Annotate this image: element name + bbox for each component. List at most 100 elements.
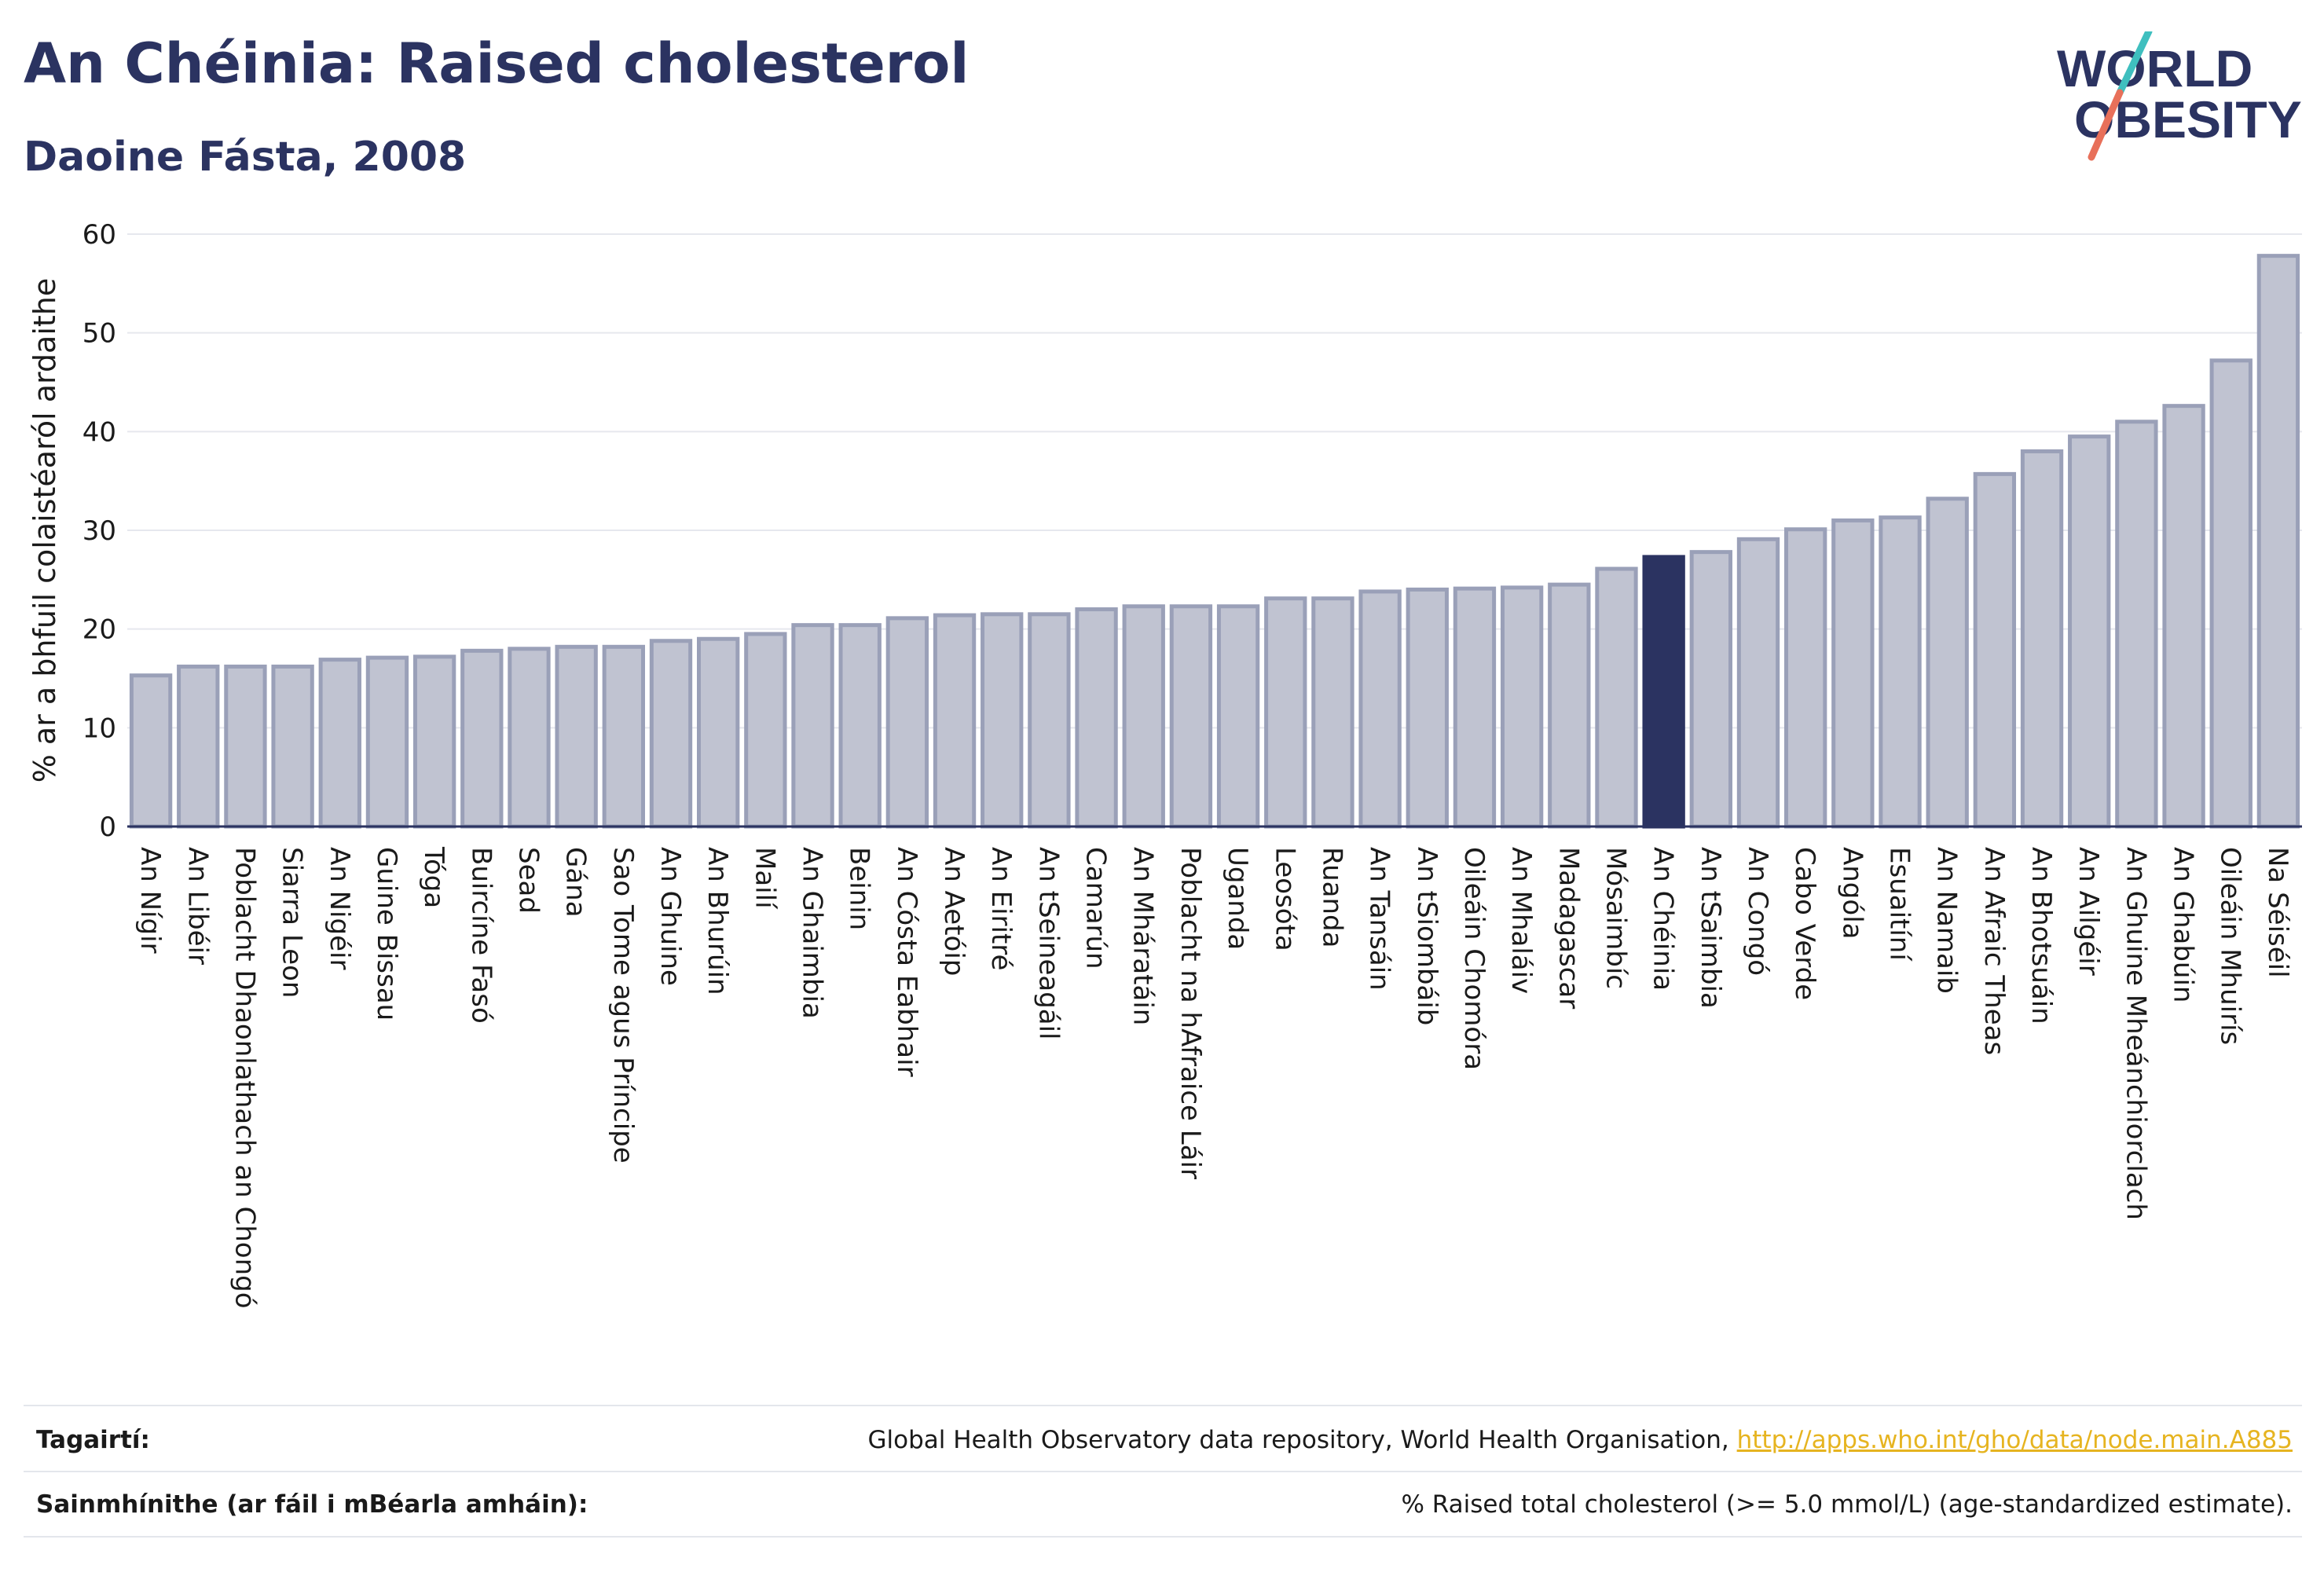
references-label: Tagairtí: [36,1426,150,1454]
bar[interactable] [1736,537,1780,829]
x-tick-label: An Nigéir [324,847,355,969]
bar[interactable] [224,664,267,829]
x-tick-label: Beinin [844,847,875,930]
y-axis-ticks: 0 10 20 30 40 50 60 [82,219,116,843]
logo-slash-top [2116,31,2153,97]
bar[interactable] [1216,604,1260,829]
x-tick-label: Mósaimbíc [1600,847,1631,989]
x-tick-label: Siarra Leon [277,847,308,998]
bar[interactable] [1973,471,2017,829]
bar[interactable] [365,655,409,829]
x-tick-label: An Ghuine [654,847,686,986]
bar[interactable] [555,644,598,829]
x-tick-label: An Ghaimbia [797,847,828,1019]
references-link[interactable]: http://apps.who.int/gho/data/node.main.A… [1736,1426,2293,1454]
chart-subtitle: Daoine Fásta, 2008 [24,134,467,181]
x-tick-label: An Mhaláiv [1505,847,1537,994]
bar-chart: 0 10 20 30 40 50 60 An Nígir An Libéir Poblacht … [27,219,2302,1309]
x-tick-label: Cabo Verde [1789,847,1820,1000]
x-tick-label: An Bhotsuáin [2025,847,2057,1024]
x-tick-label: Ruanda [1316,847,1347,947]
world-obesity-logo: WORLD OBESITY [2057,31,2302,161]
logo-slash-bottom [2088,89,2124,161]
bar[interactable] [2209,358,2253,829]
bar[interactable] [744,632,787,829]
definitions-label: Sainmhínithe (ar fáil i mBéarla amháin): [36,1490,588,1519]
x-tick-label: An Afraic Theas [1978,847,2010,1055]
footer-divider-top [24,1405,2302,1406]
bar[interactable] [2115,420,2158,829]
bar[interactable] [2020,449,2064,829]
bar[interactable] [1169,604,1213,829]
bar[interactable] [1311,596,1354,829]
x-tick-label: An Eiritré [985,847,1017,970]
x-tick-label: An Aetóip [938,847,970,976]
x-tick-label: Poblacht na hAfraice Láir [1175,847,1206,1179]
bar[interactable] [933,613,977,829]
x-tick-label: Tóga [418,846,449,908]
x-tick-label: An Congó [1742,847,1773,976]
footer-divider-bottom [24,1536,2302,1538]
x-tick-label: Sao Tome agus Príncipe [607,847,639,1164]
bar[interactable] [1548,582,1591,829]
bar[interactable] [271,664,314,829]
bar[interactable] [838,623,882,829]
logo-line2: OBESITY [2074,90,2302,148]
bar[interactable] [1358,589,1402,829]
bar[interactable] [2162,404,2205,829]
bar[interactable] [602,644,645,829]
bar[interactable] [1642,555,1685,829]
bar[interactable] [1406,587,1449,829]
x-tick-label: Esuaitíní [1884,847,1915,962]
bar[interactable] [885,616,929,829]
bar[interactable] [1879,515,1922,829]
bar[interactable] [129,673,173,829]
bar[interactable] [1689,550,1732,829]
x-tick-label: An Ghabúin [2168,847,2199,1002]
x-tick-label: Oileáin Mhuirís [2215,847,2246,1045]
bar[interactable] [2068,434,2111,829]
bar[interactable] [1500,585,1544,829]
x-tick-label: Mailí [749,847,780,910]
x-tick-label: Leosóta [1269,847,1300,951]
bar[interactable] [649,639,693,829]
x-tick-label: Uganda [1222,847,1253,950]
bar[interactable] [1264,596,1307,829]
chart-title: An Chéinia: Raised cholesterol [24,31,970,96]
bar[interactable] [1075,607,1118,829]
y-tick-label: 20 [82,614,116,646]
x-tick-label: An tSiombáib [1411,847,1442,1025]
bar[interactable] [508,647,551,829]
footer-divider-mid [24,1471,2302,1472]
y-axis-label: % ar a bhfuil colaistéaról ardaithe [27,278,62,783]
bar[interactable] [791,623,834,829]
bar[interactable] [1831,518,1875,829]
bar[interactable] [981,612,1024,829]
x-tick-label: An Namaib [1931,847,1963,994]
bars [129,254,2300,829]
x-tick-label: An Mháratáin [1127,847,1159,1025]
x-tick-label: Buircíne Fasó [465,847,497,1024]
x-tick-label: An Ghuine Mheánchiorclach [2120,847,2151,1220]
y-tick-label: 50 [82,318,116,350]
y-tick-label: 40 [82,416,116,448]
bar[interactable] [460,648,504,829]
bar[interactable] [1122,604,1165,829]
x-tick-label: An Chéinia [1648,847,1679,991]
bar[interactable] [1028,612,1071,829]
bar[interactable] [1595,566,1638,829]
bar[interactable] [1453,586,1497,829]
bar[interactable] [1784,527,1827,829]
bar[interactable] [412,654,456,829]
bar[interactable] [318,658,361,829]
x-tick-label: Poblacht Dhaonlathach an Chongó [229,847,260,1309]
x-tick-label: An Ailgéir [2073,847,2104,976]
bar[interactable] [1926,497,1969,829]
bar[interactable] [697,636,740,829]
x-tick-label: Sead [512,847,544,914]
x-tick-label: An Libéir [181,847,213,965]
bar[interactable] [177,664,220,829]
references-value: Global Health Observatory data repositor… [868,1426,2302,1454]
x-tick-label: Angóla [1836,847,1868,939]
bar[interactable] [2256,254,2300,829]
